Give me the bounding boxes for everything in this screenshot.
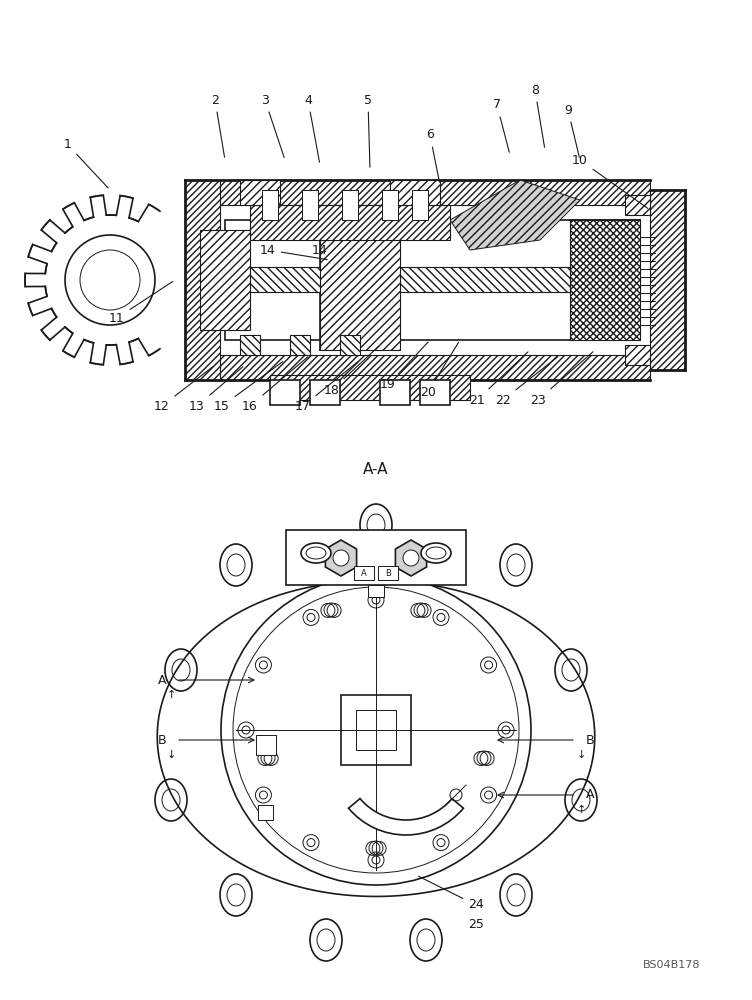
Circle shape (333, 550, 349, 566)
Text: 19: 19 (380, 342, 428, 391)
Text: 21: 21 (469, 352, 528, 406)
Text: 24: 24 (418, 876, 484, 912)
Polygon shape (326, 540, 356, 576)
Bar (625, 195, 650, 215)
Text: 25: 25 (468, 918, 484, 932)
Bar (570, 220, 640, 340)
Bar (380, 380, 410, 405)
Bar (342, 190, 358, 220)
Text: 15: 15 (214, 362, 283, 412)
Text: 16: 16 (242, 357, 308, 412)
Ellipse shape (421, 543, 451, 563)
Bar (390, 180, 440, 205)
Circle shape (403, 550, 419, 566)
Bar (310, 380, 340, 405)
Text: 10: 10 (572, 153, 647, 208)
Text: 14: 14 (312, 243, 328, 256)
Text: ↑: ↑ (166, 690, 176, 700)
Bar (262, 190, 278, 220)
Bar (340, 335, 360, 355)
Text: 9: 9 (564, 104, 579, 157)
Text: 6: 6 (426, 128, 439, 182)
Bar (270, 375, 470, 400)
Bar (240, 180, 280, 205)
Bar (356, 710, 396, 750)
Text: BS04B178: BS04B178 (642, 960, 700, 970)
Bar (420, 380, 450, 405)
Text: 20: 20 (420, 342, 459, 398)
Bar (625, 345, 650, 365)
Ellipse shape (301, 543, 331, 563)
Text: 17: 17 (295, 362, 358, 412)
Bar (290, 335, 310, 355)
Text: A: A (586, 788, 595, 802)
Bar (185, 355, 650, 380)
Text: 18: 18 (324, 347, 378, 396)
Bar (185, 180, 220, 380)
Text: A: A (157, 674, 166, 686)
Bar (185, 180, 650, 205)
Text: 3: 3 (261, 94, 284, 157)
Text: 13: 13 (189, 367, 243, 412)
Bar (302, 190, 318, 220)
Bar (225, 267, 640, 292)
Text: 8: 8 (531, 84, 544, 147)
Text: B: B (385, 568, 391, 578)
Bar (240, 335, 260, 355)
Bar (368, 585, 384, 597)
Bar (650, 190, 685, 370)
Wedge shape (348, 799, 463, 835)
Bar (412, 190, 428, 220)
Text: ↓: ↓ (576, 750, 586, 760)
Bar (200, 230, 250, 330)
Text: 12: 12 (154, 367, 213, 412)
Bar (341, 695, 411, 765)
Bar (286, 530, 466, 585)
Text: ↓: ↓ (166, 750, 176, 760)
Bar (258, 805, 273, 820)
Text: 23: 23 (530, 352, 593, 406)
Bar (320, 210, 400, 350)
Bar (270, 380, 300, 405)
Text: 4: 4 (304, 94, 320, 162)
Text: 1: 1 (64, 138, 108, 188)
Bar (378, 566, 398, 580)
Text: 5: 5 (364, 94, 372, 167)
Polygon shape (450, 180, 580, 250)
Polygon shape (396, 540, 426, 576)
Bar (256, 735, 276, 755)
Bar (354, 566, 374, 580)
Text: ↑: ↑ (576, 805, 586, 815)
Bar (250, 205, 450, 240)
Text: 11: 11 (109, 282, 173, 324)
Bar (382, 190, 398, 220)
Text: 22: 22 (495, 357, 558, 406)
Text: A: A (361, 568, 367, 578)
Polygon shape (157, 581, 595, 896)
Text: B: B (586, 734, 595, 746)
Text: 14: 14 (260, 243, 327, 260)
Text: 2: 2 (211, 94, 225, 157)
Text: 7: 7 (493, 99, 509, 152)
Text: B: B (157, 734, 166, 746)
Text: A-A: A-A (363, 462, 389, 478)
Bar (225, 220, 640, 340)
